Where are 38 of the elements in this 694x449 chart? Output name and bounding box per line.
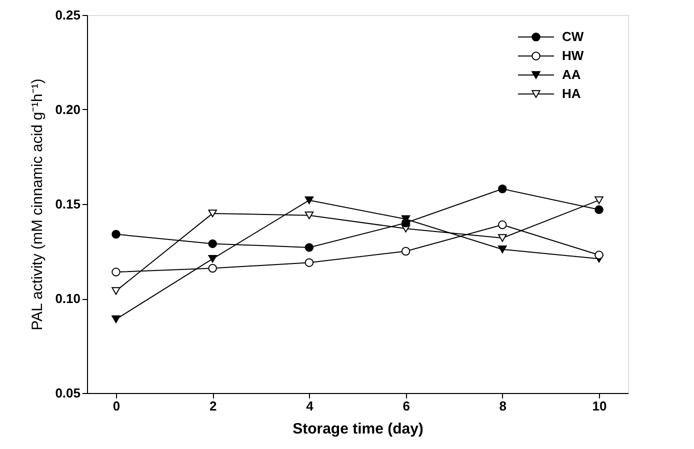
- y-tick-label: 0.20: [55, 102, 80, 117]
- y-tick-label: 0.10: [55, 291, 80, 306]
- x-tick-label: 0: [112, 398, 120, 414]
- point: [594, 205, 604, 214]
- point: [401, 246, 410, 256]
- x-axis-title: Storage time (day): [292, 420, 424, 438]
- point: [401, 218, 410, 228]
- x-tick-label: 2: [209, 398, 217, 414]
- point: [498, 220, 507, 230]
- x-tick-label: 10: [592, 398, 607, 414]
- point: [208, 210, 217, 218]
- point: [208, 264, 217, 273]
- point: [498, 246, 507, 254]
- point: [112, 230, 120, 239]
- point: [304, 211, 314, 220]
- x-tick-label: 6: [402, 398, 410, 414]
- point: [112, 268, 120, 276]
- y-axis-title: PAL activity (mM cinnamic acid g⁻¹h⁻¹): [29, 78, 46, 330]
- legend-label: HA: [562, 86, 582, 101]
- point: [208, 239, 217, 248]
- x-tick-label: 4: [306, 398, 314, 414]
- point: [304, 196, 314, 204]
- x-tick-label: 8: [499, 398, 507, 414]
- point: [594, 196, 604, 204]
- point: [304, 243, 314, 252]
- point: [112, 287, 120, 295]
- point: [112, 315, 120, 324]
- legend-label: CW: [562, 29, 584, 44]
- y-tick-label: 0.15: [55, 196, 80, 212]
- point: [208, 254, 217, 263]
- y-tick-label: 0.05: [55, 386, 80, 400]
- point: [594, 250, 604, 260]
- legend-label: HW: [562, 48, 584, 63]
- point: [498, 234, 507, 242]
- point: [304, 258, 314, 267]
- point: [498, 184, 507, 194]
- legend-label: AA: [562, 67, 582, 82]
- y-tick-label: 0.25: [55, 8, 80, 22]
